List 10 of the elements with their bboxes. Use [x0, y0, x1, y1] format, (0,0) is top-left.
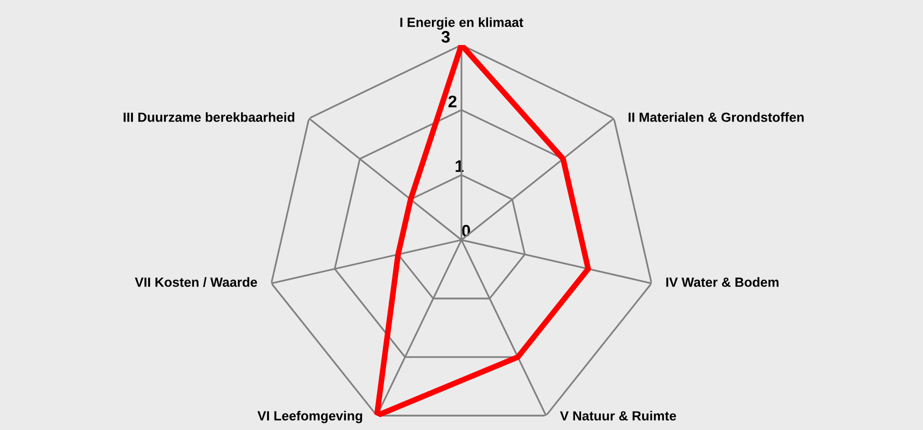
spoke-label: I Energie en klimaat [400, 17, 524, 30]
y-tick-label: 2 [448, 96, 456, 108]
spoke-label: V Natuur & Ruimte [560, 410, 676, 421]
spoke-label: VI Leefomgeving [257, 410, 362, 424]
y-tick-label: 3 [441, 30, 450, 43]
spoke-label: II Materialen & Grondstoffen [628, 112, 804, 122]
y-tick-label: 1 [456, 160, 464, 172]
spoke-label: VII Kosten / Waarde [134, 277, 258, 288]
spoke-label: III Duurzame berekbaarheid [124, 112, 294, 122]
spoke-label: IV Water & Bodem [666, 277, 778, 287]
